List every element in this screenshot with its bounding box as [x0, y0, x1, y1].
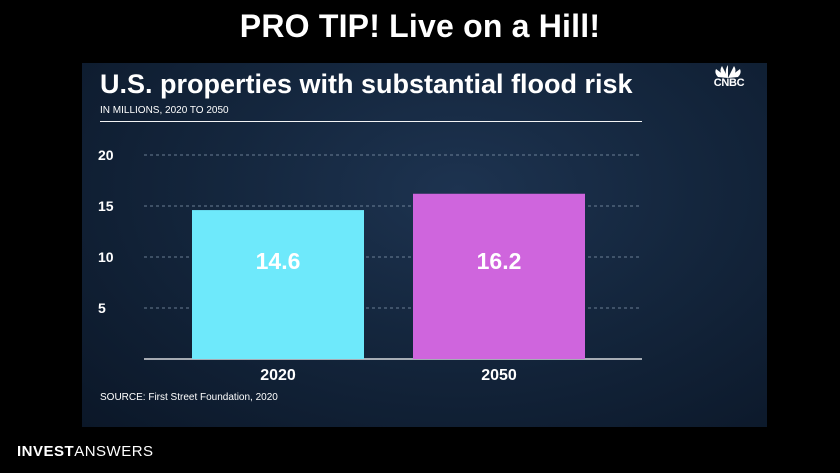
flood-risk-bar-chart: 5 10 15 20 14.6 2020 16.2 2050 — [98, 147, 642, 383]
y-tick-label-15: 15 — [98, 198, 114, 214]
cnbc-logo-text: CNBC — [713, 77, 745, 89]
cnbc-peacock-icon — [715, 65, 741, 78]
x-tick-label-2050: 2050 — [481, 367, 517, 383]
brand-part-invest: INVEST — [17, 443, 75, 460]
y-tick-label-10: 10 — [98, 249, 114, 265]
chart-source: SOURCE: First Street Foundation, 2020 — [100, 392, 278, 403]
y-tick-label-20: 20 — [98, 147, 114, 163]
chart-subtitle: IN MILLIONS, 2020 TO 2050 — [100, 105, 229, 116]
value-label-2050: 16.2 — [477, 248, 522, 274]
value-label-2020: 14.6 — [256, 248, 301, 274]
brand-part-answers: ANSWERS — [74, 443, 154, 460]
x-tick-label-2020: 2020 — [260, 367, 296, 383]
title-divider — [100, 121, 642, 122]
banner-title: PRO TIP! Live on a Hill! — [239, 8, 601, 44]
bar-2050 — [413, 193, 585, 359]
chart-title: U.S. properties with substantial flood r… — [100, 69, 633, 99]
investanswers-logo: INVESTANSWERS — [17, 443, 154, 460]
y-tick-label-5: 5 — [98, 300, 106, 316]
bar-2020 — [192, 210, 364, 359]
chart-panel: U.S. properties with substantial flood r… — [82, 63, 767, 427]
